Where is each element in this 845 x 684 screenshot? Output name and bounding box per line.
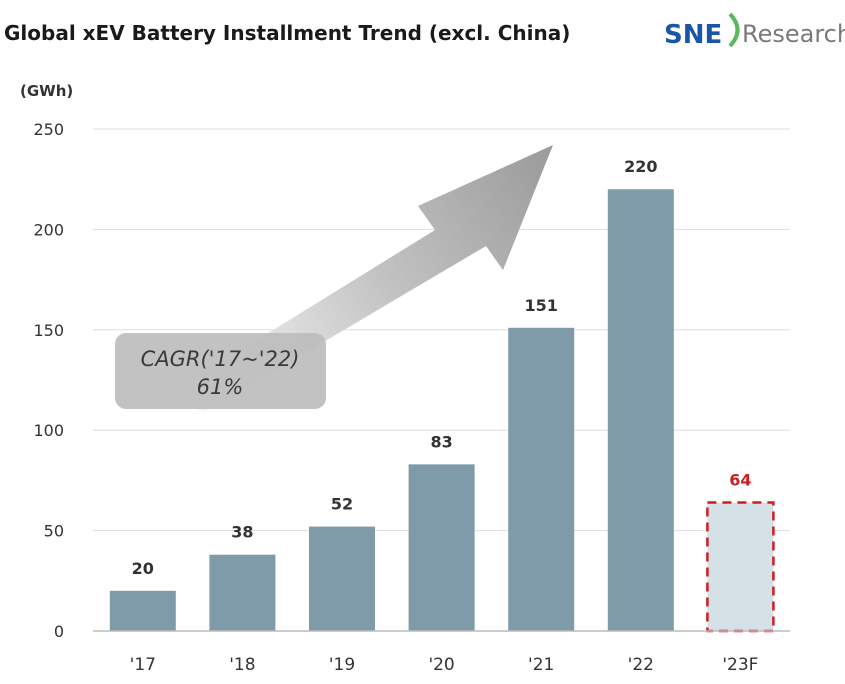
bar bbox=[508, 327, 575, 631]
x-tick-labels: '17 '18 '19 '20 '21 '22 '23F bbox=[130, 655, 759, 675]
y-tick-label: 50 bbox=[44, 522, 64, 541]
y-axis-unit: (GWh) bbox=[20, 82, 73, 100]
bar-forecast bbox=[706, 501, 775, 633]
bar bbox=[607, 189, 674, 632]
chart-title: Global xEV Battery Installment Trend (ex… bbox=[4, 21, 570, 45]
bar bbox=[209, 554, 276, 631]
data-label: 151 bbox=[524, 296, 557, 315]
y-tick-label: 100 bbox=[33, 421, 64, 440]
y-tick-labels: 0 50 100 150 200 250 bbox=[33, 120, 64, 641]
x-tick-label: '22 bbox=[628, 655, 654, 675]
logo-brand: SNE bbox=[664, 20, 722, 50]
sne-research-logo: SNE Research bbox=[664, 12, 845, 50]
logo-suffix: Research bbox=[742, 20, 845, 48]
x-tick-label: '18 bbox=[229, 655, 255, 675]
cagr-box bbox=[115, 333, 326, 409]
data-label: 220 bbox=[624, 157, 657, 176]
cagr-label: CAGR('17~'22) bbox=[141, 347, 300, 371]
data-label: 20 bbox=[132, 559, 154, 578]
x-tick-label: '17 bbox=[130, 655, 156, 675]
cagr-annotation: CAGR('17~'22) 61% bbox=[115, 333, 326, 409]
logo-swoosh-icon bbox=[728, 12, 740, 48]
x-tick-label: '19 bbox=[329, 655, 355, 675]
x-tick-label: '23F bbox=[722, 655, 758, 675]
data-label: 83 bbox=[430, 432, 452, 451]
data-label: 38 bbox=[231, 523, 253, 542]
data-label: 64 bbox=[729, 470, 751, 489]
y-tick-label: 150 bbox=[33, 321, 64, 340]
y-tick-label: 0 bbox=[54, 622, 64, 641]
cagr-value: 61% bbox=[197, 375, 244, 399]
y-tick-label: 200 bbox=[33, 220, 64, 239]
y-tick-label: 250 bbox=[33, 120, 64, 139]
grid-lines bbox=[93, 128, 790, 532]
bars bbox=[109, 189, 775, 633]
bar bbox=[408, 464, 475, 631]
data-labels: 20 38 52 83 151 220 64 bbox=[132, 157, 752, 578]
data-label: 52 bbox=[331, 495, 353, 514]
x-tick-label: '21 bbox=[528, 655, 554, 675]
x-tick-label: '20 bbox=[428, 655, 454, 675]
bar bbox=[109, 590, 176, 631]
bar bbox=[309, 526, 375, 631]
